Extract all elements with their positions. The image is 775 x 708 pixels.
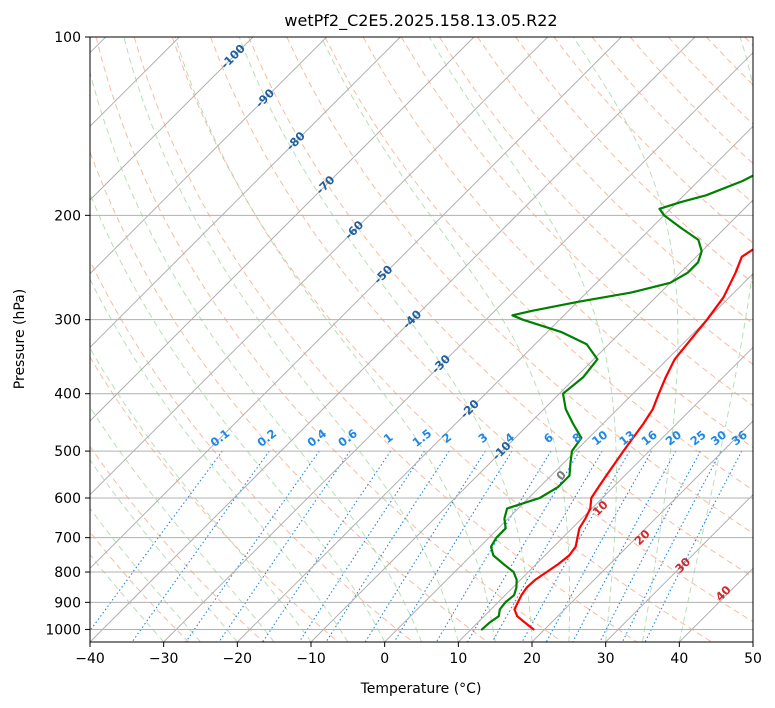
mixing-ratio-line [572,450,677,642]
dry-adiabat [133,37,638,642]
x-tick-label: −40 [75,651,105,667]
isotherm-line [90,37,549,496]
y-tick-label: 700 [54,531,81,547]
moist-adiabat [678,37,753,642]
x-tick-label: 0 [380,651,389,667]
moist-adiabat [90,70,422,642]
moist-adiabat [320,37,571,642]
x-axis-ticks: −40 −30 −20 −10 0 10 20 30 40 50 [75,642,762,667]
isotherm-line [531,420,753,642]
moist-adiabat [90,507,201,642]
background-lines [90,37,753,642]
x-tick-label: 40 [670,651,688,667]
y-tick-label: 400 [54,387,81,403]
isotherm-line [90,37,475,422]
dry-adiabat [90,445,264,642]
temperature-trace [513,248,753,631]
dry-adiabat [477,37,753,325]
x-tick-label: 20 [523,651,541,667]
x-tick-label: 50 [744,651,762,667]
moist-adiabat [90,278,349,642]
chart-title: wetPf2_C2E5.2025.158.13.05.R22 [284,11,557,31]
profile-traces [480,174,753,631]
grid-lines [90,37,753,642]
isotherm-line [163,51,753,642]
isotherm-line [90,37,401,349]
mixing-ratio-line [298,450,425,642]
y-tick-label: 900 [54,595,81,611]
isotherm-line [90,37,622,570]
moist-adiabat [572,37,679,642]
dry-adiabat [324,37,753,491]
dry-adiabat [248,37,753,578]
y-tick-label: 1000 [45,622,81,638]
moist-adiabat [428,37,617,642]
isotherm-line [457,346,753,642]
dry-adiabat [90,150,488,642]
y-tick-label: 100 [54,30,81,46]
isotherm-line [90,37,328,275]
dry-adiabat [90,356,339,642]
isotherm-line [90,37,696,642]
y-tick-label: 600 [54,491,81,507]
isotherm-line [90,37,254,201]
mixing-ratio-line [545,450,653,642]
dry-adiabat [95,37,563,642]
isotherm-line [605,493,753,642]
isotherm-line [384,272,753,642]
x-tick-label: −10 [296,651,326,667]
moist-adiabat [90,553,165,642]
x-tick-label: −20 [223,651,253,667]
y-tick-label: 500 [54,444,81,460]
mixing-ratio-line [491,450,603,642]
moist-adiabat [174,37,496,642]
y-tick-label: 800 [54,565,81,581]
x-tick-label: −30 [149,651,179,667]
mixing-ratio-line [621,450,722,642]
moist-adiabat [90,192,386,642]
dewpoint-trace [480,174,753,631]
y-tick-label: 200 [54,208,81,224]
moist-adiabat [238,37,533,642]
isotherm-line [236,125,753,642]
moist-adiabat [90,459,238,642]
dry-adiabat [438,37,753,366]
x-tick-label: 10 [449,651,467,667]
x-tick-label: 30 [597,651,615,667]
mixing-ratio-line [599,450,701,642]
x-axis-label: Temperature (°C) [360,681,482,697]
y-axis-ticks: 100 200 300 400 500 600 700 800 900 1000 [45,30,90,638]
mixing-ratio-line [644,450,743,642]
isotherm-line [310,199,753,642]
plot-frame [89,36,754,643]
mixing-ratio-line [262,450,392,642]
y-tick-label: 300 [54,313,81,329]
y-axis-label: Pressure (hPa) [12,289,28,389]
mixing-ratio-line [185,450,320,642]
mixing-ratio-line [218,450,351,642]
moist-adiabat [90,406,275,642]
dry-adiabat [210,37,753,623]
mixing-ratio-line [90,450,223,632]
mixing-ratio-line [521,450,630,642]
moist-adiabat [123,37,459,642]
